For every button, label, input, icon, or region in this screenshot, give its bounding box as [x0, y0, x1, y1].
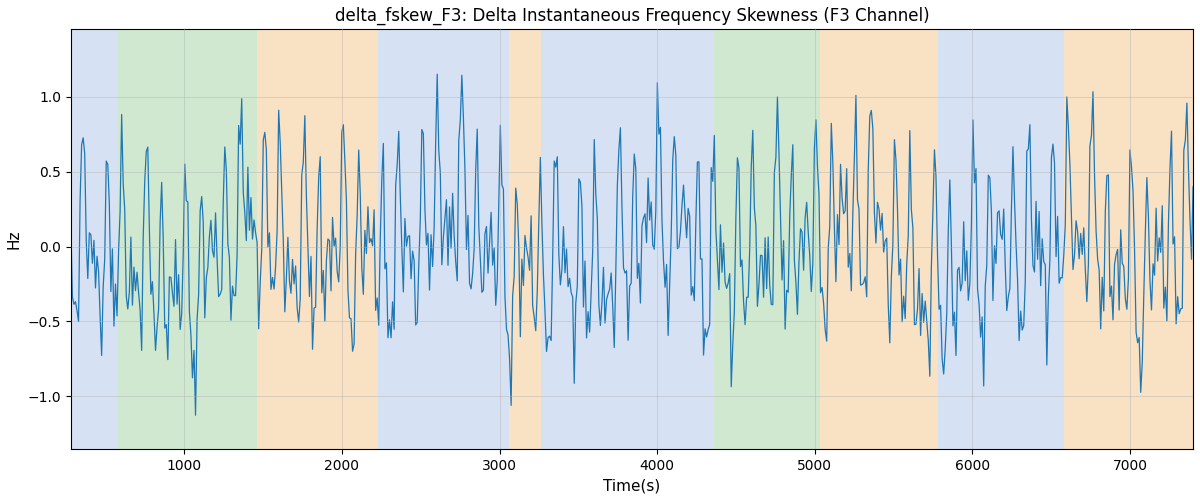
Bar	[257, 30, 378, 449]
Bar	[378, 30, 509, 449]
Bar	[714, 30, 820, 449]
Bar	[937, 30, 1064, 449]
Bar	[820, 30, 937, 449]
Y-axis label: Hz: Hz	[7, 230, 22, 249]
Title: delta_fskew_F3: Delta Instantaneous Frequency Skewness (F3 Channel): delta_fskew_F3: Delta Instantaneous Freq…	[335, 7, 929, 25]
X-axis label: Time(s): Time(s)	[604, 478, 660, 493]
Bar	[540, 30, 673, 449]
Bar	[509, 30, 540, 449]
Bar	[71, 30, 118, 449]
Bar	[673, 30, 714, 449]
Bar	[1064, 30, 1193, 449]
Bar	[118, 30, 257, 449]
